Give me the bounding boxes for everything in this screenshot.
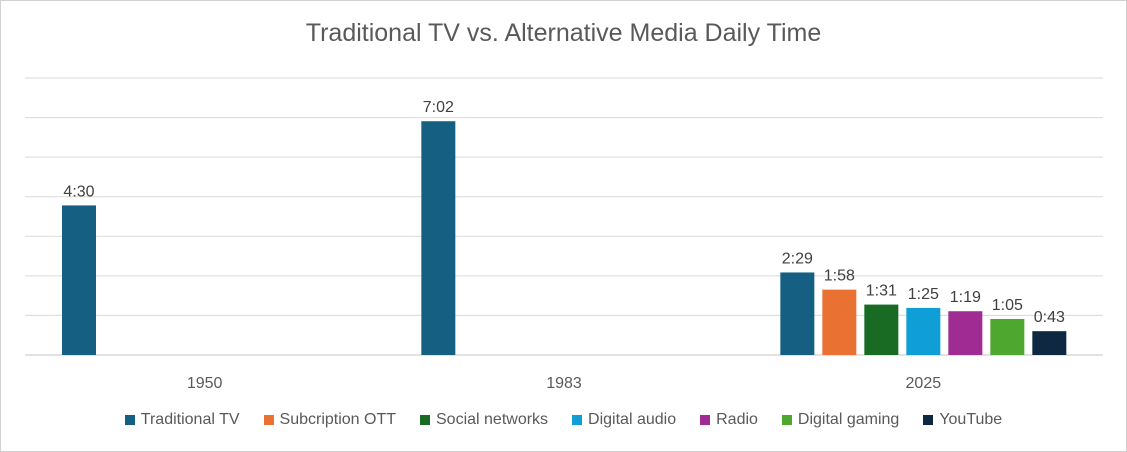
legend-label: Subcription OTT: [279, 411, 396, 428]
legend-item: YouTube: [923, 411, 1002, 429]
legend-item: Digital gaming: [781, 411, 900, 429]
x-tick-label: 1983: [546, 375, 582, 392]
legend-label: Social networks: [436, 411, 549, 428]
legend-swatch: [700, 415, 711, 425]
data-label: 4:30: [63, 183, 94, 200]
data-label: 1:31: [866, 283, 897, 300]
legend-label: Digital audio: [588, 411, 677, 428]
data-label: 1:25: [908, 286, 939, 303]
data-label: 1:05: [992, 297, 1023, 314]
bar: [421, 121, 456, 355]
legend-item: Digital audio: [572, 411, 676, 429]
legend-swatch: [124, 415, 135, 425]
legend-swatch: [923, 415, 934, 425]
legend-swatch: [263, 415, 274, 425]
legend-swatch: [781, 415, 792, 425]
data-label: 7:02: [423, 99, 454, 116]
legend-label: Radio: [716, 411, 758, 428]
bar: [822, 289, 857, 355]
data-label: 1:19: [950, 289, 981, 306]
chart-plot-area: 4:30 1950 7:02 1983 2:29 1:58 1:31 1:25 1:19 1:05…: [25, 77, 1103, 392]
legend-item: Subcription OTT: [263, 411, 396, 429]
bar: [1032, 331, 1067, 355]
legend-item: Radio: [700, 411, 758, 429]
bar: [62, 205, 96, 355]
chart-title: Traditional TV vs. Alternative Media Dai…: [305, 19, 822, 47]
chart-legend: Traditional TV Subcription OTT Social netw…: [1, 411, 1126, 429]
bar: [864, 304, 899, 355]
bar: [948, 311, 983, 355]
legend-swatch: [572, 415, 583, 425]
legend-item: Social networks: [420, 411, 548, 429]
legend-label: Traditional TV: [140, 411, 240, 428]
bar: [990, 318, 1025, 355]
data-label: 0:43: [1034, 309, 1065, 326]
legend-swatch: [420, 415, 430, 425]
legend-label: YouTube: [939, 411, 1003, 428]
bar: [906, 307, 941, 355]
legend-item: Traditional TV: [124, 411, 240, 429]
x-tick-label: 1950: [187, 375, 223, 392]
x-tick-label: 2025: [906, 375, 942, 392]
legend-label: Digital gaming: [797, 411, 900, 428]
data-label: 2:29: [782, 250, 813, 267]
bar: [780, 272, 815, 355]
data-label: 1:58: [824, 268, 855, 285]
